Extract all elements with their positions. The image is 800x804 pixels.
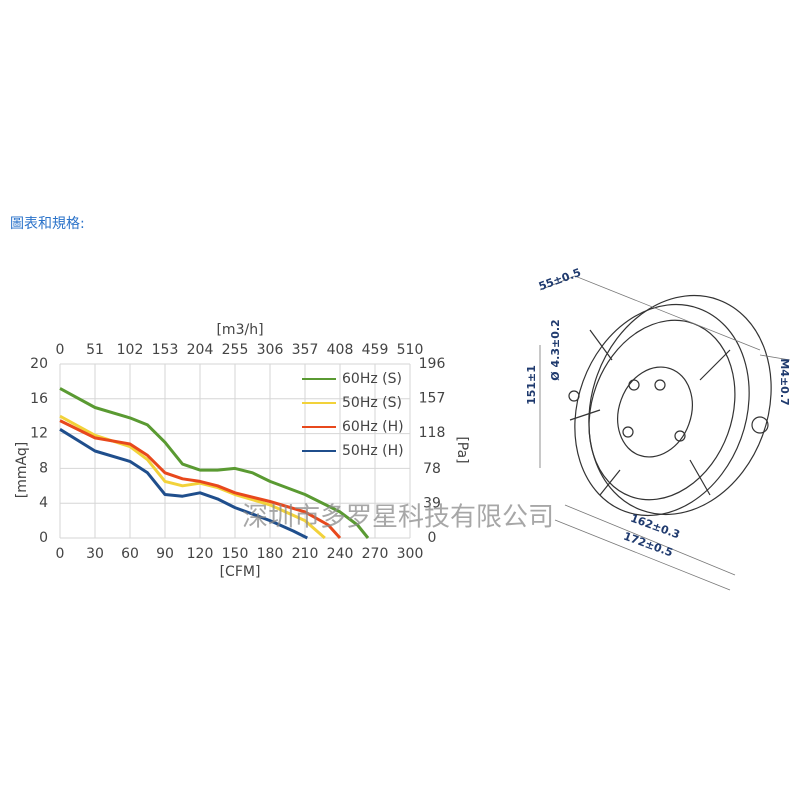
y2-tick-label: 157 [419, 391, 446, 407]
x2-tick-label: 357 [292, 342, 319, 358]
legend-label: 60Hz (H) [342, 419, 404, 435]
x2-tick-label: 408 [327, 342, 354, 358]
x-tick-label: 120 [187, 546, 214, 562]
x-tick-label: 210 [292, 546, 319, 562]
x2-tick-label: 204 [187, 342, 214, 358]
x2-tick-label: 459 [362, 342, 389, 358]
y2-tick-label: 0 [428, 530, 437, 546]
x2-tick-label: 0 [56, 342, 65, 358]
x-tick-label: 60 [121, 546, 139, 562]
x-tick-label: 270 [362, 546, 389, 562]
x-axis-label: [CFM] [220, 564, 261, 580]
x2-tick-label: 51 [86, 342, 104, 358]
y2-tick-label: 39 [423, 495, 441, 511]
watermark: 深圳市多罗星科技有限公司 [242, 503, 554, 533]
y2-tick-label: 196 [419, 356, 446, 372]
x2-tick-label: 306 [257, 342, 284, 358]
x2-tick-label: 510 [397, 342, 424, 358]
series-line [59, 428, 308, 540]
y-tick-label: 16 [30, 391, 48, 407]
x-tick-label: 90 [156, 546, 174, 562]
x-tick-label: 180 [257, 546, 284, 562]
x-tick-label: 150 [222, 546, 249, 562]
x2-tick-label: 153 [152, 342, 179, 358]
dimension-label: M4±0.7 [778, 358, 791, 405]
x2-axis-label: [m3/h] [216, 322, 263, 338]
legend-label: 50Hz (S) [342, 395, 402, 411]
y-tick-label: 0 [39, 530, 48, 546]
x-tick-label: 240 [327, 546, 354, 562]
legend-label: 50Hz (H) [342, 443, 404, 459]
y-tick-label: 20 [30, 356, 48, 372]
y-tick-label: 4 [39, 495, 48, 511]
y2-axis-label: [Pa] [454, 436, 470, 463]
x-tick-label: 300 [397, 546, 424, 562]
y-tick-label: 8 [39, 460, 48, 476]
series-line [59, 414, 326, 540]
dimension-label: Ø 4.3±0.2 [549, 319, 562, 380]
series-line [59, 419, 342, 540]
x2-tick-label: 255 [222, 342, 249, 358]
fan-drawing [539, 275, 791, 591]
x-tick-label: 30 [86, 546, 104, 562]
dimension-label: 55±0.5 [537, 266, 583, 293]
dimension-label: 151±1 [525, 365, 538, 405]
y2-tick-label: 78 [423, 461, 441, 477]
y-tick-label: 12 [30, 426, 48, 442]
x-tick-label: 0 [56, 546, 65, 562]
y-axis-label: [mmAq] [14, 442, 30, 498]
series-line [59, 387, 370, 539]
x2-tick-label: 102 [117, 342, 144, 358]
legend-label: 60Hz (S) [342, 371, 402, 387]
y2-tick-label: 118 [419, 425, 446, 441]
heading: 圖表和規格: [10, 216, 85, 232]
